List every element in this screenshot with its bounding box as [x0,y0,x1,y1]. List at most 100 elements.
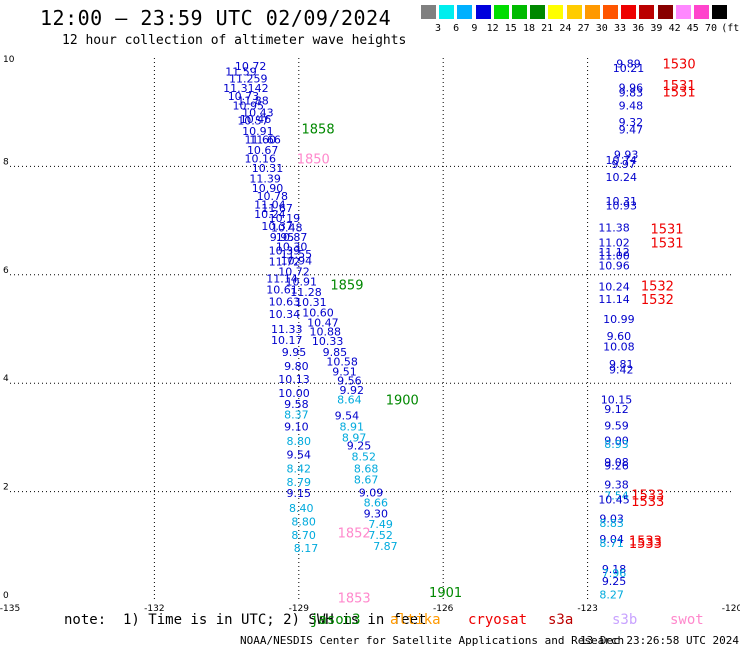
wave-height-value: 8.67 [354,474,379,487]
pass-time-label: 1532 [641,293,674,308]
legend-swatch [639,5,655,19]
wave-height-value: 10.67 [247,144,279,157]
wave-height-value: 9.93 [614,148,639,161]
wave-height-value: 9.48 [619,100,644,113]
wave-height-value: 8.42 [287,462,312,475]
wave-height-value: 10.78 [257,190,289,203]
wave-height-value: 9.58 [284,398,309,411]
wave-height-value: 9.25 [602,575,627,588]
pass-time-label: 1850 [297,152,330,167]
wave-height-value: 10.31 [295,296,327,309]
legend-label: 33 [613,23,627,34]
wave-height-value: 8.64 [337,393,362,406]
legend-label: 18 [522,23,536,34]
wave-height-value: 9.18 [602,563,627,576]
legend-label: (ft) [721,23,740,34]
wave-height-value: 9.85 [323,346,348,359]
wave-height-value: 8.52 [352,450,377,463]
legend-label: 42 [668,23,681,34]
pass-time-label: 1533 [629,534,662,549]
wave-height-value: 10.93 [606,199,638,212]
wave-height-value: 9.56 [337,374,362,387]
legend-swatch [694,5,709,19]
pass-time-label: 1532 [641,280,674,295]
wave-height-value: 8.70 [291,529,316,542]
wave-height-value: 11.55 [281,248,313,261]
wave-height-value: 9.95 [282,346,307,359]
wave-height-value: 10.91 [285,275,317,288]
wave-height-value: 11.04 [254,198,286,211]
wave-height-value: 10.24 [254,208,286,221]
y-tick-label: 4 [3,374,9,384]
generation-timestamp: 13 Dec 23:26:58 UTC 2024 [580,634,739,647]
legend-swatch [475,5,491,19]
wave-height-value: 9.08 [604,456,629,469]
pass-time-label: 1531 [663,86,696,101]
wave-height-value: 9.54 [287,449,312,462]
wave-height-value: 10.43 [242,107,274,120]
wave-height-value: 8.66 [364,496,389,509]
legend-swatch [657,5,673,19]
wave-height-value: 9.51 [332,365,357,378]
pass-time-label: 1533 [631,495,664,510]
footer-note: note: 1) Time is in UTC; 2) SWH is in fe… [64,612,427,628]
wave-height-value: 9.42 [609,364,634,377]
legend-swatch [566,5,582,19]
wave-height-value: 11.67 [261,202,293,215]
x-tick-label: -129 [289,604,310,614]
wave-height-value: 10.47 [307,316,339,329]
wave-height-value: 8.83 [599,517,624,530]
wave-height-value: 10.95 [233,100,265,113]
wave-height-value: 11.3142 [223,82,269,95]
wave-height-value: 11.259 [229,73,268,86]
wave-height-value: 7.96 [602,567,627,580]
wave-height-value: 8.80 [291,515,316,528]
wave-height-value: 10.34 [269,308,301,321]
wave-height-value: 9.96 [619,81,644,94]
wave-height-value: 8.40 [289,502,314,515]
wave-height-value: 9.60 [607,330,632,343]
x-tick-label: -135 [0,604,20,614]
wave-height-value: 9.83 [619,87,644,100]
legend-label: 15 [504,23,517,34]
wave-height-value: 9.80 [284,360,309,373]
legend-label: 9 [471,23,478,34]
pass-time-label: 1858 [302,122,335,137]
x-tick-label: -132 [144,604,164,614]
chart-subtitle: 12 hour collection of altimeter wave hei… [62,33,407,48]
wave-height-value: 9.54 [335,410,360,423]
wave-height-value: 10.17 [271,334,303,347]
pass-time-label: 1531 [663,79,696,94]
wave-height-value: 10.37 [261,220,293,233]
satellite-altika: altika [390,612,441,628]
y-tick-label: 6 [3,266,9,276]
legend-swatch [712,5,728,19]
wave-height-value: 11.00 [598,249,630,262]
legend-label: 6 [453,23,460,34]
legend-label: 36 [632,23,645,34]
wave-height-value: 10.60 [302,307,334,320]
pass-time-label: 1531 [650,236,683,251]
y-tick-label: 0 [3,591,9,601]
wave-height-value: 11.02 [598,236,630,249]
wave-height-value: 11.88 [237,94,269,107]
wave-height-value: 10.72 [278,266,310,279]
wave-height-value: 10.91 [242,125,274,138]
legend-swatch [603,5,618,19]
wave-height-value: 10.16 [245,152,277,165]
wave-height-value: 10.45 [598,494,630,507]
pass-time-label: 1853 [338,591,371,606]
wave-height-value: 8.93 [604,438,629,451]
legend-label: 39 [650,23,663,34]
wave-height-value: 10.24 [598,281,630,294]
wave-height-value: 9.26 [604,460,629,473]
legend-label: 12 [486,23,499,34]
wave-height-value: 9.32 [619,116,644,129]
wave-height-value: 10.87 [276,231,308,244]
pass-time-label: 1533 [631,488,664,503]
legend-swatch [548,5,564,19]
wave-height-value: 9.04 [599,533,624,546]
y-tick-label: 2 [3,483,9,493]
wave-height-value: 10.39 [269,244,301,257]
satellite-swot: swot [670,612,704,628]
